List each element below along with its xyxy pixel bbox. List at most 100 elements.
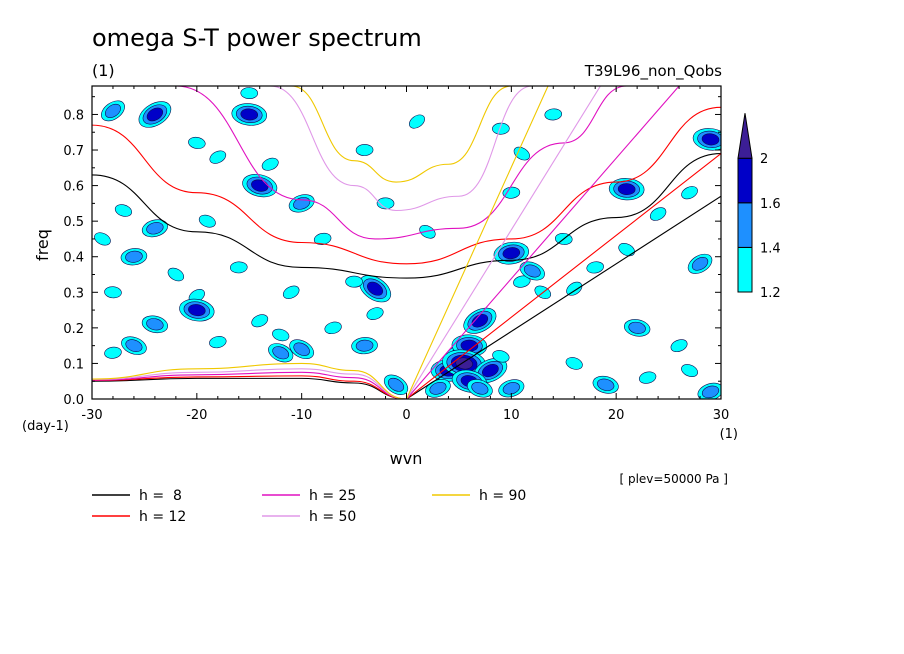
- power-blob: [324, 321, 342, 335]
- title-units: (1): [92, 61, 115, 80]
- power-blob: [240, 87, 259, 100]
- dispersion-curve-low-h50: [92, 368, 407, 399]
- power-blob: [681, 364, 698, 377]
- plot-background: [92, 86, 721, 399]
- y-tick-label: 0.0: [63, 393, 84, 408]
- y-units-label: (day-1): [22, 419, 69, 434]
- power-blob: [502, 382, 520, 395]
- power-blob: [565, 357, 583, 370]
- dispersion-curve-low-h90: [92, 362, 407, 399]
- power-blob: [104, 346, 122, 359]
- power-blob: [502, 247, 521, 260]
- chart-title: omega S-T power spectrum: [92, 24, 422, 52]
- x-tick-label: 30: [713, 408, 730, 423]
- power-blob: [376, 197, 395, 210]
- colorbar-label: 1.4: [760, 241, 781, 256]
- kelvin-curve-h50: [406, 86, 601, 399]
- power-blob: [544, 108, 563, 121]
- dispersion-curve-low-h12: [92, 375, 407, 399]
- power-blob: [272, 346, 290, 360]
- y-tick-label: 0.5: [63, 215, 84, 230]
- kelvin-curve-h12: [406, 153, 721, 399]
- power-blob: [701, 385, 720, 399]
- power-blob: [366, 307, 384, 320]
- x-tick-label: -10: [291, 408, 312, 423]
- power-blob: [429, 381, 447, 395]
- power-blob: [345, 275, 363, 288]
- legend: h = 8 h = 12 h = 25 h = 50 h = 90: [92, 488, 526, 525]
- x-axis: -30 -20 -10 0 10 20 30: [81, 86, 729, 423]
- y-tick-label: 0.8: [63, 108, 84, 123]
- power-blob: [513, 146, 530, 161]
- run-label: T39L96_non_Qobs: [584, 62, 722, 81]
- power-blob: [367, 281, 384, 296]
- power-blob: [209, 336, 227, 349]
- y-tick-label: 0.3: [63, 286, 84, 301]
- x-tick-label: 0: [402, 408, 410, 423]
- legend-label: h = 50: [309, 509, 356, 525]
- power-blob: [455, 357, 473, 370]
- dispersion-curve-rossby-top-h90: [291, 86, 512, 183]
- colorbar-label: 1.6: [760, 197, 781, 212]
- power-blob: [261, 157, 279, 171]
- power-blob: [251, 314, 269, 328]
- power-blob: [104, 103, 121, 118]
- power-blob: [492, 122, 510, 135]
- power-blob: [146, 222, 164, 235]
- power-blob: [492, 350, 510, 363]
- x-units-label: (1): [720, 427, 738, 442]
- power-contours: [94, 87, 721, 399]
- power-blob: [251, 179, 269, 192]
- power-blob: [94, 232, 111, 246]
- power-blob: [146, 107, 164, 122]
- power-blob: [597, 378, 615, 391]
- power-blob: [523, 264, 541, 278]
- power-blob: [240, 108, 259, 121]
- power-blob: [104, 286, 122, 299]
- power-blob: [701, 133, 720, 146]
- dispersion-curve-low-h25: [92, 371, 407, 399]
- power-blob: [272, 328, 290, 342]
- power-blob: [188, 136, 206, 149]
- power-blob: [355, 339, 374, 352]
- power-blob: [409, 114, 425, 129]
- legend-label: h = 8: [139, 488, 182, 504]
- colorbar: 1.2 1.4 1.6 2: [737, 113, 781, 301]
- power-blob: [670, 339, 688, 353]
- power-blob: [125, 250, 143, 263]
- power-blob: [419, 225, 436, 239]
- dispersion-curves: [92, 86, 721, 399]
- x-axis-label: wvn: [390, 449, 423, 468]
- power-blob: [691, 257, 709, 271]
- power-blob: [282, 285, 300, 299]
- x-tick-label: 10: [503, 408, 520, 423]
- power-blob: [167, 267, 185, 282]
- power-blob: [229, 261, 248, 274]
- dispersion-curve-rossby-top-h25: [175, 86, 627, 240]
- kelvin-curve-h25: [406, 86, 680, 399]
- power-blob: [114, 204, 133, 217]
- y-tick-label: 0.6: [63, 180, 84, 195]
- colorbar-segment: [737, 157, 753, 204]
- legend-label: h = 25: [309, 488, 356, 504]
- power-blob: [617, 183, 636, 196]
- power-blob: [198, 214, 216, 228]
- legend-label: h = 12: [139, 509, 186, 525]
- power-blob: [482, 364, 499, 378]
- colorbar-top-triangle: [737, 113, 753, 159]
- y-tick-label: 0.4: [63, 251, 84, 266]
- legend-label: h = 90: [479, 488, 526, 504]
- colorbar-label: 1.2: [760, 286, 781, 301]
- dispersion-curve-rossby-top-h50: [270, 86, 533, 212]
- y-axis-label: freq: [33, 229, 52, 261]
- y-tick-label: 0.7: [63, 144, 84, 159]
- colorbar-label: 2: [760, 152, 768, 167]
- power-blob: [146, 318, 164, 331]
- power-blob: [649, 207, 667, 221]
- power-blob: [209, 150, 227, 164]
- y-axis: 0.0 0.1 0.2 0.3 0.4 0.5 0.6 0.7 0.8: [63, 96, 721, 408]
- power-blob: [638, 371, 657, 384]
- dispersion-curve-rossby-top-h12: [92, 106, 721, 265]
- kelvin-curve-h8: [406, 195, 721, 399]
